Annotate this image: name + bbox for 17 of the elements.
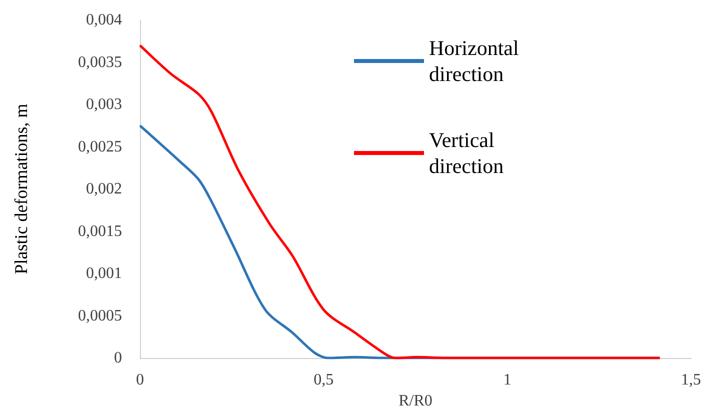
- x-tick-label: 0,5: [314, 372, 334, 388]
- y-tick-label: 0,0025: [78, 138, 122, 156]
- y-tick-label: 0,002: [86, 180, 122, 198]
- y-tick-label: 0,001: [86, 265, 122, 282]
- y-tick-label: 0,0015: [78, 222, 122, 240]
- y-tick-label: 0,0035: [78, 54, 122, 71]
- y-tick-label: 0,003: [86, 96, 122, 113]
- y-tick-label: 0,0005: [78, 307, 122, 324]
- legend-label: Vertical direction: [429, 128, 504, 178]
- legend-label: Horizontal direction: [429, 36, 524, 86]
- x-tick-label: 1: [503, 372, 512, 388]
- x-tick-label: 0: [136, 372, 144, 388]
- y-tick-label: 0: [114, 350, 122, 366]
- x-tick-label: 1,5: [681, 372, 701, 388]
- y-tick-label: 0,004: [86, 12, 122, 28]
- x-axis-title: R/R0: [398, 392, 432, 410]
- y-axis-title: Plastic deformations, m: [11, 104, 31, 274]
